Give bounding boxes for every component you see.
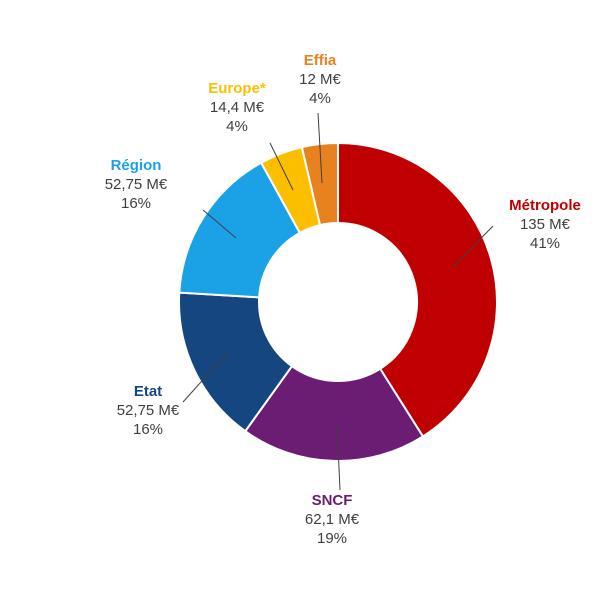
- label-sncf: SNCF 62,1 M€ 19%: [282, 491, 382, 548]
- label-metropole: Métropole 135 M€ 41%: [485, 196, 599, 253]
- label-etat: Etat 52,75 M€ 16%: [98, 382, 198, 439]
- slice-effia: [300, 141, 339, 227]
- leader-line-europe: [269, 142, 294, 191]
- label-sncf-percent: 19%: [316, 530, 348, 547]
- label-europe-percent: 4%: [226, 118, 248, 135]
- label-europe-value: 14,4 M€: [209, 99, 265, 116]
- label-sncf-value: 62,1 M€: [304, 511, 360, 528]
- slice-sncf: [243, 364, 425, 462]
- label-region-name: Région: [110, 157, 162, 174]
- label-sncf-name: SNCF: [311, 492, 353, 509]
- label-etat-percent: 16%: [132, 421, 164, 438]
- leader-line-effia: [317, 112, 323, 184]
- label-metropole-value: 135 M€: [519, 216, 571, 233]
- label-region: Région 52,75 M€ 16%: [86, 156, 186, 213]
- leader-line-m-tropole: [451, 225, 494, 269]
- leader-line-sncf: [336, 422, 341, 491]
- label-region-value: 52,75 M€: [104, 176, 168, 193]
- label-europe-name: Europe*: [208, 80, 266, 97]
- slice-m-tropole: [337, 141, 498, 438]
- label-metropole-name: Métropole: [509, 197, 581, 214]
- label-effia-percent: 4%: [309, 90, 331, 107]
- label-etat-value: 52,75 M€: [116, 402, 180, 419]
- label-effia: Effia 12 M€ 4%: [280, 51, 360, 108]
- label-etat-name: Etat: [133, 383, 163, 400]
- label-effia-name: Effia: [303, 52, 337, 69]
- label-europe: Europe* 14,4 M€ 4%: [187, 79, 287, 136]
- slice-r-gion: [178, 161, 302, 299]
- label-metropole-percent: 41%: [529, 235, 561, 252]
- label-effia-value: 12 M€: [299, 71, 341, 88]
- leader-line-r-gion: [202, 209, 237, 239]
- slice-etat: [178, 291, 294, 433]
- label-region-percent: 16%: [120, 195, 152, 212]
- leader-line-etat: [182, 351, 229, 403]
